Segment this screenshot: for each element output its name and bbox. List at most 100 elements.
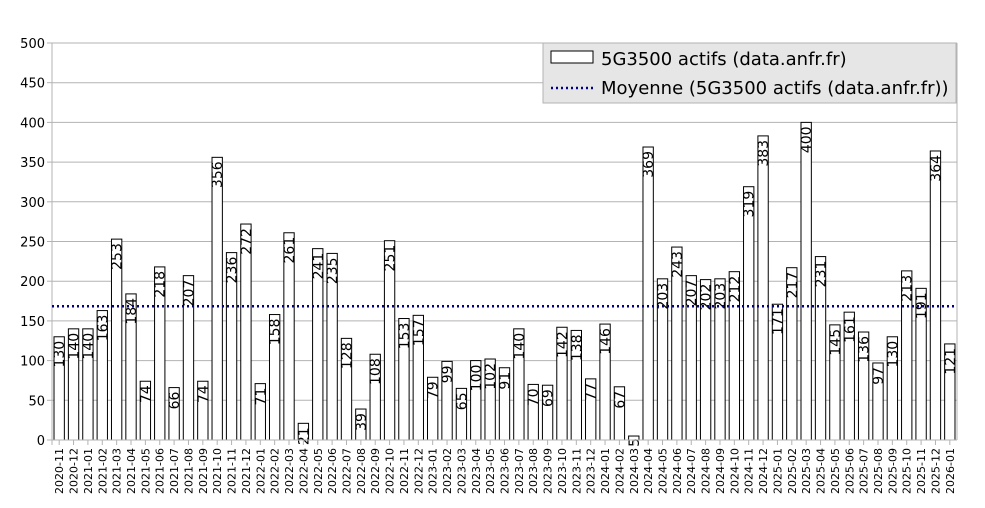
x-tick-label: 2023-06 [499,448,512,494]
x-tick-label: 2021-06 [154,448,167,494]
data-label: 212 [727,276,743,303]
bar [800,121,812,441]
data-label: 241 [311,253,327,280]
data-label: 383 [756,140,772,167]
x-tick-label: 2021-08 [182,448,195,494]
bar [211,156,223,441]
x-tick-label: 2022-02 [269,448,282,494]
x-tick-label: 2025-03 [800,448,813,494]
data-label: 77 [584,383,600,401]
data-label: 65 [454,392,470,410]
x-tick-label: 2023-04 [470,448,483,494]
y-tick-label: 0 [37,434,45,449]
data-label: 369 [641,151,657,178]
data-label: 207 [181,280,197,307]
data-label: 142 [555,331,571,358]
legend-swatch-bar [550,50,594,64]
x-tick-label: 2021-10 [211,448,224,494]
data-label: 5 [627,438,643,447]
x-tick-label: 2022-12 [412,448,425,494]
data-label: 67 [612,391,628,409]
data-label: 171 [770,308,786,335]
x-tick-label: 2024-03 [628,448,641,494]
x-tick-label: 2024-12 [757,448,770,494]
y-tick-label: 450 [20,77,45,92]
bar [929,150,942,441]
data-label: 145 [828,329,844,356]
x-tick-label: 2025-09 [886,448,899,494]
data-label: 157 [411,319,427,346]
data-label: 71 [253,388,269,406]
data-label: 66 [167,392,183,410]
x-tick-label: 2025-11 [915,448,928,494]
data-label: 400 [799,126,815,153]
data-label: 161 [842,316,858,343]
data-label: 21 [296,427,312,445]
y-tick-label: 150 [20,315,45,330]
data-label: 136 [857,336,873,363]
x-tick-label: 2023-03 [455,448,468,494]
data-label: 202 [699,284,715,311]
x-tick-label: 2021-02 [96,448,109,494]
x-tick-label: 2022-11 [398,448,411,494]
data-label: 217 [785,272,801,299]
x-tick-label: 2026-01 [944,448,957,494]
data-label: 102 [483,363,499,390]
bar [743,186,755,441]
data-label: 100 [469,365,485,392]
x-tick-label: 2023-08 [527,448,540,494]
x-tick-label: 2022-01 [254,448,267,494]
x-tick-label: 2024-09 [714,448,727,494]
data-label: 235 [325,257,341,284]
data-label: 70 [526,388,542,406]
data-label: 91 [498,372,514,390]
y-tick-label: 250 [20,236,45,251]
data-label: 140 [81,333,97,360]
x-tick-label: 2021-07 [168,448,181,494]
data-label: 236 [225,257,241,284]
x-tick-label: 2024-07 [685,448,698,494]
data-label: 99 [440,365,456,383]
y-tick-label: 300 [20,196,45,211]
data-label: 79 [426,381,442,399]
y-tick-label: 500 [20,37,45,52]
data-label: 184 [124,298,140,325]
data-label: 218 [153,271,169,298]
data-label: 74 [138,385,154,403]
data-label: 121 [943,348,959,375]
data-label: 231 [814,261,830,288]
data-label: 97 [871,367,887,385]
x-tick-label: 2024-06 [671,448,684,494]
x-tick-label: 2024-04 [642,448,655,494]
x-tick-label: 2021-12 [240,448,253,494]
x-tick-label: 2024-08 [700,448,713,494]
data-label: 140 [512,333,528,360]
data-label: 128 [339,342,355,369]
data-label: 163 [95,315,111,342]
x-tick-label: 2023-10 [556,448,569,494]
legend-box [542,42,957,104]
x-tick-label: 2025-08 [872,448,885,494]
data-label: 203 [656,283,672,310]
data-label: 251 [383,245,399,272]
data-label: 130 [52,341,68,368]
legend: 5G3500 actifs (data.anfr.fr) Moyenne (5G… [542,42,957,104]
x-tick-label: 2025-06 [843,448,856,494]
y-tick-label: 350 [20,156,45,171]
bar [757,135,769,441]
x-tick-label: 2021-04 [125,448,138,494]
x-tick-label: 2022-09 [369,448,382,494]
x-tick-label: 2022-04 [297,448,310,494]
data-label: 108 [368,358,384,385]
x-axis: 2020-11 2020-12 2021-01 2021-02 2021-03 2021-… [52,439,957,494]
data-label: 356 [210,161,226,188]
x-tick-label: 2023-05 [484,448,497,494]
x-tick-label: 2024-05 [657,448,670,494]
y-tick-label: 50 [28,394,45,409]
x-tick-label: 2021-11 [226,448,239,494]
bar [642,146,654,441]
x-tick-label: 2024-10 [728,448,741,494]
data-label: 39 [354,413,370,431]
